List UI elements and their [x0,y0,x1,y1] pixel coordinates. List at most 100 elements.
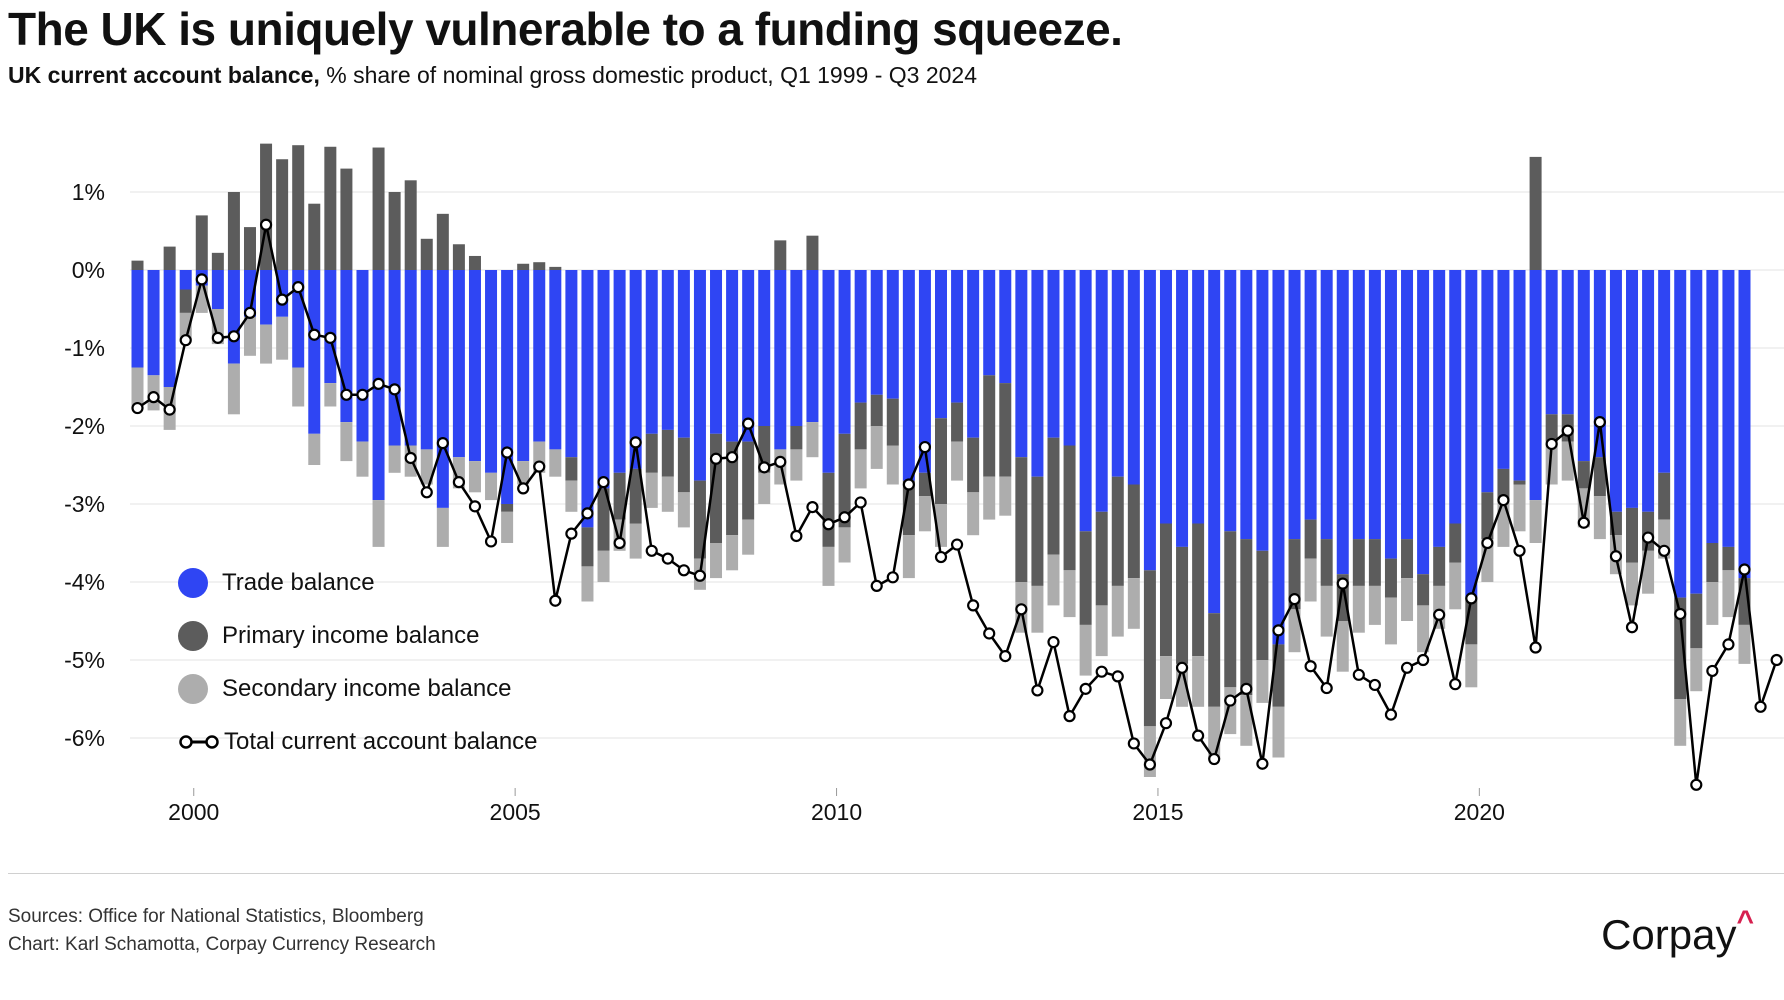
bar-primary-income [1529,156,1542,270]
bar-trade [902,270,915,481]
bar-trade [1208,270,1221,614]
total-balance-point [356,388,369,401]
total-balance-point [1754,700,1767,713]
bar-primary-income [1449,523,1462,563]
bar-primary-income [1176,546,1189,664]
bar-primary-income [1593,457,1606,497]
total-balance-point [1416,653,1430,667]
bar-primary-income [131,260,144,270]
total-balance-point [1256,757,1269,770]
bar-primary-income [693,480,706,559]
bar-secondary-income [838,527,851,563]
bar-secondary-income [468,461,481,493]
bar-primary-income [790,426,803,450]
total-balance-point [1577,516,1590,529]
bar-trade [485,270,498,473]
bar-secondary-income [1320,585,1333,637]
bar-trade [918,270,931,473]
bar-trade [1368,270,1381,540]
total-balance-point [1384,708,1398,721]
legend-label-primary: Primary income balance [222,621,480,649]
bar-secondary-income [324,383,337,407]
bar-secondary-income [308,433,321,465]
total-balance-point [967,599,980,612]
total-balance-point [1224,694,1237,707]
total-balance-point [1320,681,1333,695]
bar-secondary-income [1417,605,1430,653]
bar-primary-income [967,437,980,493]
total-balance-point [1304,660,1317,673]
bar-secondary-income [1047,554,1060,606]
total-balance-point [179,334,192,347]
total-balance-point [1063,710,1076,723]
total-balance-point [565,527,578,540]
bar-primary-income [163,246,176,270]
bar-trade [1449,270,1462,524]
bar-primary-income [951,402,964,442]
subtitle-bold: UK current account balance, [8,62,320,88]
corpay-logo: Corpay^ [1601,905,1754,959]
bar-trade [1642,270,1655,512]
bar-primary-income [902,480,915,536]
bar-trade [597,270,610,489]
bar-primary-income [179,289,192,313]
brand-name: Corpay [1601,911,1737,958]
bar-trade [661,270,674,430]
bar-trade [243,270,256,317]
total-balance-point [950,538,964,551]
y-tick-label: -3% [64,491,105,517]
subtitle-rest: % share of nominal gross domestic produc… [319,62,977,88]
bar-trade [211,270,224,309]
bar-primary-income [292,145,305,270]
bar-trade [147,270,160,376]
bar-secondary-income [1497,500,1510,547]
bar-trade [420,270,433,450]
chart-area: 1% 0% -1% -2% -3% -4% -5% -6% 2000 2005 2010 2015 20… [64,143,1784,825]
total-balance-point [1465,592,1478,605]
bar-secondary-income [1079,624,1092,676]
bar-trade [806,270,819,423]
bar-trade [935,270,947,419]
bar-primary-income [308,203,321,270]
bar-trade [356,270,369,442]
bar-trade [324,270,337,384]
bar-trade [822,270,835,473]
y-tick-label: -2% [64,413,105,439]
bar-trade [790,270,803,426]
total-balance-point [1625,621,1639,634]
bar-trade [1095,270,1108,512]
bar-secondary-income [806,422,819,458]
y-tick-label: 0% [72,257,105,283]
bar-primary-income [1690,593,1703,649]
bar-primary-income [404,180,417,270]
bar-trade [1015,270,1028,458]
bar-primary-income [999,383,1012,477]
bar-secondary-income [292,367,305,407]
bar-primary-income [870,394,883,426]
bar-trade [227,270,240,364]
bar-trade [163,270,176,387]
x-tick-label: 2020 [1454,799,1505,825]
bar-trade [1481,270,1494,493]
bar-trade [710,270,723,434]
bar-primary-income [1208,613,1221,707]
total-balance-point [259,218,273,231]
total-balance-point [1127,737,1140,750]
bar-trade [549,270,562,450]
footer-divider [8,873,1784,874]
bar-primary-income [324,146,337,270]
bar-secondary-income [967,492,980,536]
total-balance-point [340,388,353,401]
bar-primary-income [1240,539,1253,696]
total-balance-point [1079,682,1092,695]
total-balance-point [517,482,530,495]
bar-secondary-income [340,422,353,462]
bar-primary-income [774,240,787,270]
total-balance-point [501,446,514,459]
bar-trade [1320,270,1333,540]
bar-primary-income [677,437,690,493]
legend-item-trade: Trade balance [178,556,538,609]
total-balance-point [661,552,674,565]
bar-primary-income [597,488,610,551]
bar-trade [1513,270,1526,481]
